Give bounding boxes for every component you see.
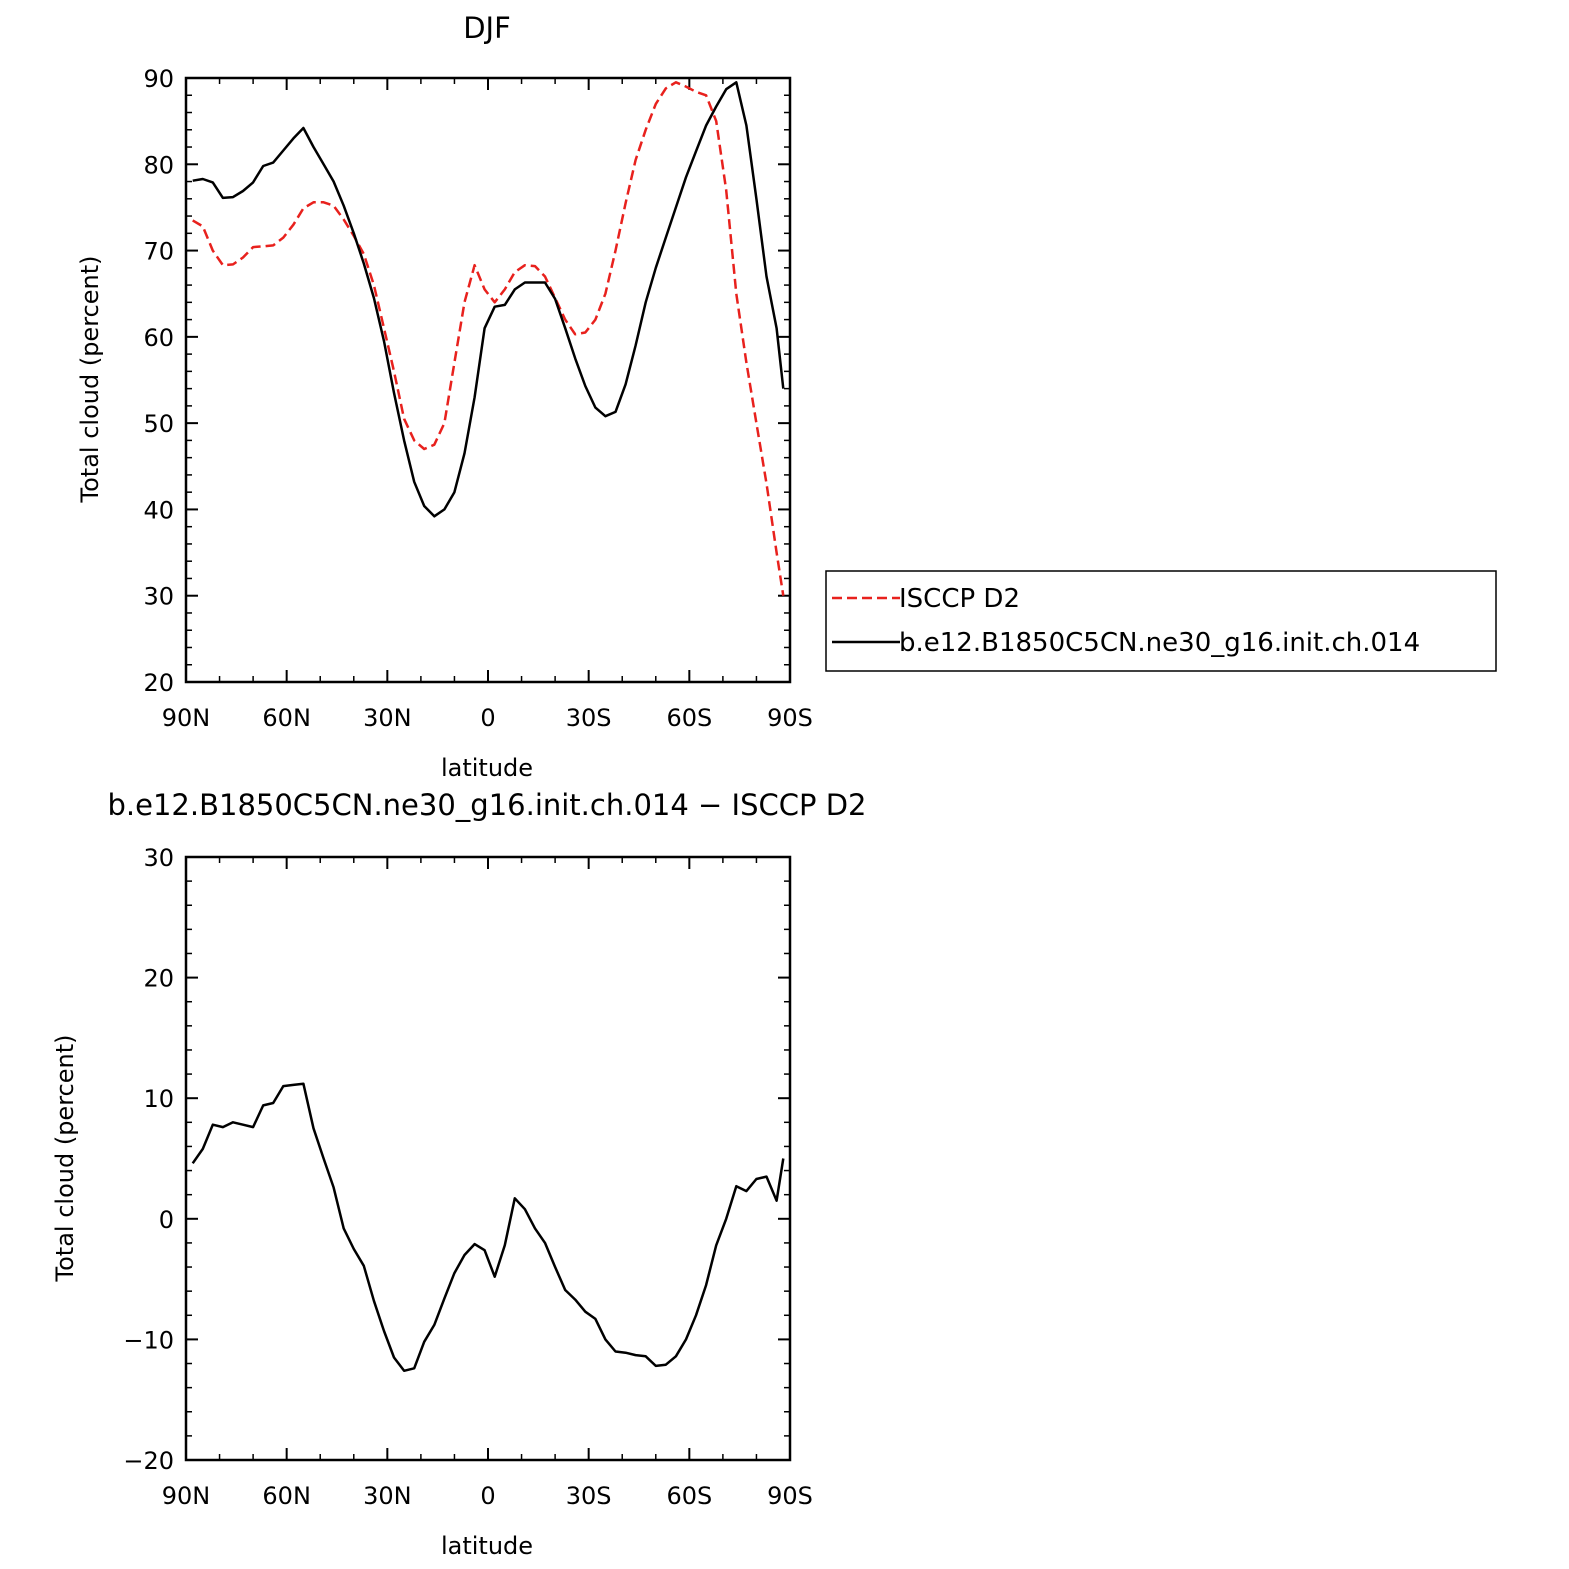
top-chart-frame <box>184 76 792 684</box>
top-xtick-label: 90S <box>767 704 813 732</box>
top-xtick-label: 90N <box>162 704 211 732</box>
bottom-chart-ylabel: Total cloud (percent) <box>51 1035 79 1283</box>
top-xtick-label: 60N <box>262 704 311 732</box>
top-chart-ylabel: Total cloud (percent) <box>76 256 104 504</box>
top-ytick-label: 40 <box>143 496 174 524</box>
top-ytick-label: 20 <box>143 669 174 697</box>
legend-box <box>825 570 1497 672</box>
bottom-ytick-label: 20 <box>143 965 174 993</box>
top-chart-title: DJF <box>463 11 511 45</box>
top-xtick-label: 30N <box>363 704 412 732</box>
top-series-isccp-d2-line <box>192 81 785 596</box>
top-chart-curves <box>192 81 785 596</box>
top-chart: DJF Total cloud (percent) latitude 90N 60… <box>76 11 813 782</box>
top-series-model-line <box>192 81 785 518</box>
bottom-xtick-label: 60S <box>666 1482 712 1510</box>
bottom-ytick-label: 30 <box>143 844 174 872</box>
top-chart-xlabel: latitude <box>441 754 533 782</box>
bottom-chart-ticks: 90N 60N 30N 0 30S 60S 90S −20 −10 0 10 20 30 <box>123 844 813 1510</box>
top-ytick-label: 30 <box>143 583 174 611</box>
top-ytick-label: 70 <box>143 238 174 266</box>
bottom-xtick-label: 90N <box>162 1482 211 1510</box>
legend-label-model: b.e12.B1850C5CN.ne30_g16.init.ch.014 <box>899 628 1420 658</box>
bottom-xtick-label: 60N <box>262 1482 311 1510</box>
top-chart-ticks: 90N 60N 30N 0 30S 60S 90S 20 30 40 50 60 70 80 90 <box>143 65 812 732</box>
bottom-xtick-label: 90S <box>767 1482 813 1510</box>
top-ytick-label: 80 <box>143 151 174 179</box>
bottom-chart-curves <box>191 1082 785 1373</box>
bottom-xtick-label: 30S <box>566 1482 612 1510</box>
top-xtick-label: 30S <box>566 704 612 732</box>
bottom-chart-xlabel: latitude <box>441 1532 533 1560</box>
legend: ISCCP D2 b.e12.B1850C5CN.ne30_g16.init.c… <box>825 570 1497 672</box>
top-ytick-label: 50 <box>143 410 174 438</box>
bottom-series-difference-line <box>191 1082 785 1373</box>
top-xtick-label: 60S <box>666 704 712 732</box>
bottom-chart-title: b.e12.B1850C5CN.ne30_g16.init.ch.014 − I… <box>108 788 867 822</box>
legend-label-isccp: ISCCP D2 <box>899 584 1020 614</box>
bottom-xtick-label: 30N <box>363 1482 412 1510</box>
top-xtick-label: 0 <box>480 704 495 732</box>
bottom-chart: b.e12.B1850C5CN.ne30_g16.init.ch.014 − I… <box>51 788 866 1560</box>
bottom-ytick-label: 10 <box>143 1085 174 1113</box>
bottom-ytick-label: −10 <box>123 1326 174 1354</box>
top-ytick-label: 60 <box>143 324 174 352</box>
bottom-xtick-label: 0 <box>480 1482 495 1510</box>
bottom-ytick-label: 0 <box>159 1206 174 1234</box>
bottom-ytick-label: −20 <box>123 1447 174 1475</box>
top-ytick-label: 90 <box>143 65 174 93</box>
bottom-chart-frame <box>184 855 792 1462</box>
